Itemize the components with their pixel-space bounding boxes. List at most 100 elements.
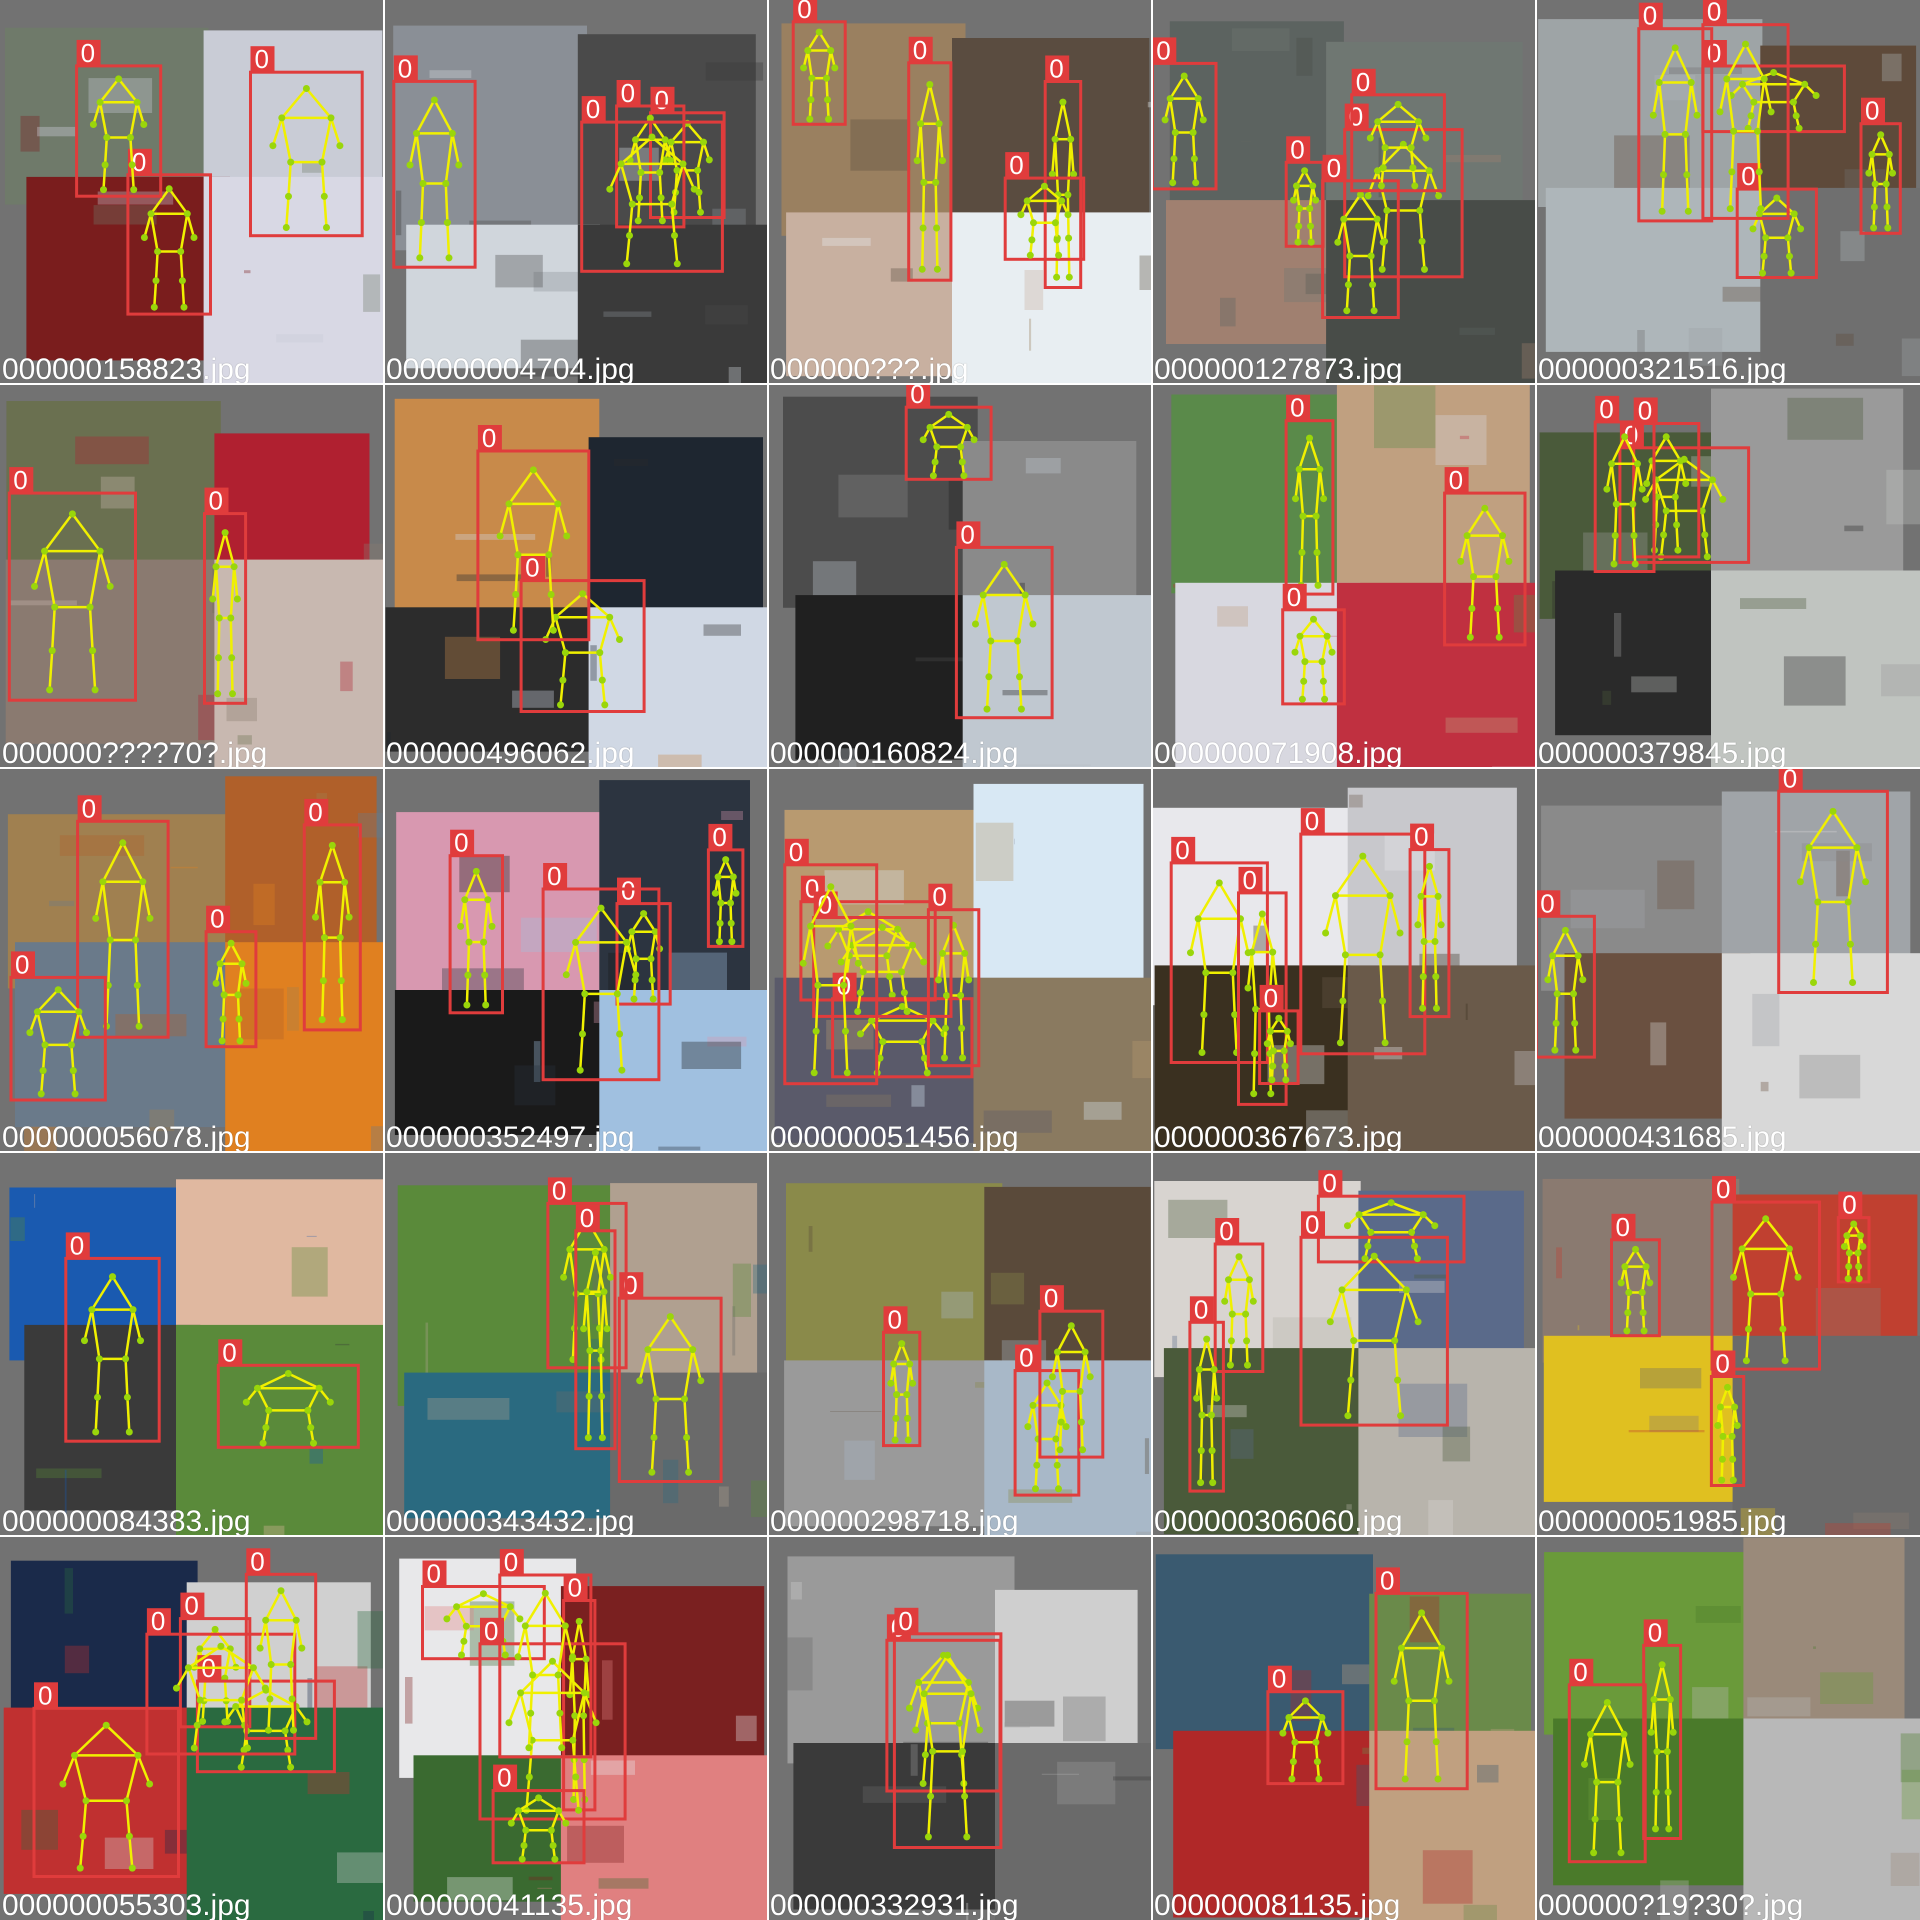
keypoint [1437,921,1445,929]
skeleton-limb [230,657,234,694]
keypoint [1640,1327,1648,1335]
skeleton-limb [1744,43,1766,80]
keypoint [580,1325,588,1333]
skeleton-limb [1023,594,1035,625]
keypoint [236,1037,244,1045]
photo-texture [1602,690,1612,705]
photo-texture [603,311,652,317]
class-label-bg [1638,2,1663,29]
class-label-bg [1838,1191,1863,1218]
keypoint [1445,1677,1453,1685]
photo-texture [1695,1606,1741,1623]
photo-texture [1139,255,1152,290]
keypoint [628,928,636,936]
keypoint [584,1434,592,1442]
person-detection: 0 [7,465,137,702]
skeleton-limb [1419,866,1431,897]
keypoint [1407,144,1415,152]
keypoint [623,260,631,268]
skeleton-limb [547,554,553,595]
keypoint [1067,1322,1075,1330]
keypoint [1402,1286,1410,1294]
skeleton-limb [1359,193,1379,220]
skeleton-limb [1250,913,1264,953]
bounding-box [541,887,661,1082]
class-label: 0 [910,384,924,409]
keypoint [1059,98,1067,106]
class-label-bg [1702,0,1727,25]
keypoint [509,626,517,634]
keypoint [1760,252,1768,260]
keypoint [1417,892,1425,900]
class-label: 0 [1540,888,1554,918]
keypoint [1312,196,1320,204]
skeleton-limb [658,172,663,198]
keypoint [221,1718,229,1726]
keypoint [1660,171,1667,179]
keypoint [1359,852,1367,860]
class-label-bg [65,1232,90,1259]
photo-texture [1853,1512,1909,1530]
photo-texture [1132,1040,1152,1079]
keypoint [1314,581,1322,589]
keypoint [856,989,864,997]
person-detection: 0 [1642,1617,1683,1841]
keypoint [227,614,235,622]
skeleton-limb [1551,955,1559,994]
skeleton-limb [102,164,107,190]
keypoint [209,595,217,603]
bounding-box [478,1642,627,1821]
bounding-box [1003,176,1086,261]
keypoint [83,1029,90,1037]
keypoint [1639,1309,1647,1317]
keypoint [1674,546,1682,554]
keypoint [926,81,934,88]
skeleton-limb [634,139,643,173]
keypoint [244,1744,251,1752]
photo-fragment [1369,1730,1536,1920]
skeleton-limb [574,1776,580,1811]
skeleton-limb [71,513,102,552]
keypoint [123,1797,130,1805]
skeleton-limb [73,1755,88,1802]
keypoint [180,303,188,311]
keypoint [1719,495,1727,503]
skeleton-limb [716,876,723,904]
skeleton-limb [1756,131,1761,172]
class-label: 0 [1741,161,1755,191]
skeleton-limb [1245,1340,1249,1366]
skeleton-limb [1700,510,1707,536]
keypoint [1194,915,1202,923]
skeleton-limb [318,845,334,883]
person-detection: 0 [926,882,981,1068]
photo-texture [705,62,764,81]
skeleton-limb [616,993,621,1035]
tile-filename: 000000081135.jpg [1154,1889,1401,1920]
photo-texture [520,917,597,952]
skeleton-limb [1056,1325,1073,1353]
keypoint [985,673,993,681]
class-label: 0 [1842,1190,1856,1220]
grid-divider-vertical [1151,0,1153,1920]
skeleton-limb [48,650,54,690]
keypoint [453,1603,461,1611]
keypoint [1779,1325,1787,1333]
class-label-bg [1189,1296,1214,1323]
keypoint [933,224,941,232]
keypoint [1495,633,1503,641]
keypoint [1411,182,1419,190]
keypoint [939,949,946,957]
skeleton-limb [587,1350,592,1397]
bounding-box [476,449,591,642]
keypoint [585,1392,593,1400]
keypoint [1414,921,1422,929]
skeleton-limb [240,1699,246,1726]
photo-texture [1442,1426,1471,1462]
skeleton-limb [1066,139,1072,195]
tile-scene: 00000 [1152,21,1536,384]
skeleton-limb [1674,496,1678,525]
keypoint [600,1288,608,1296]
photo-texture [337,1852,384,1883]
keypoint [1408,1228,1416,1236]
keypoint [150,303,158,311]
